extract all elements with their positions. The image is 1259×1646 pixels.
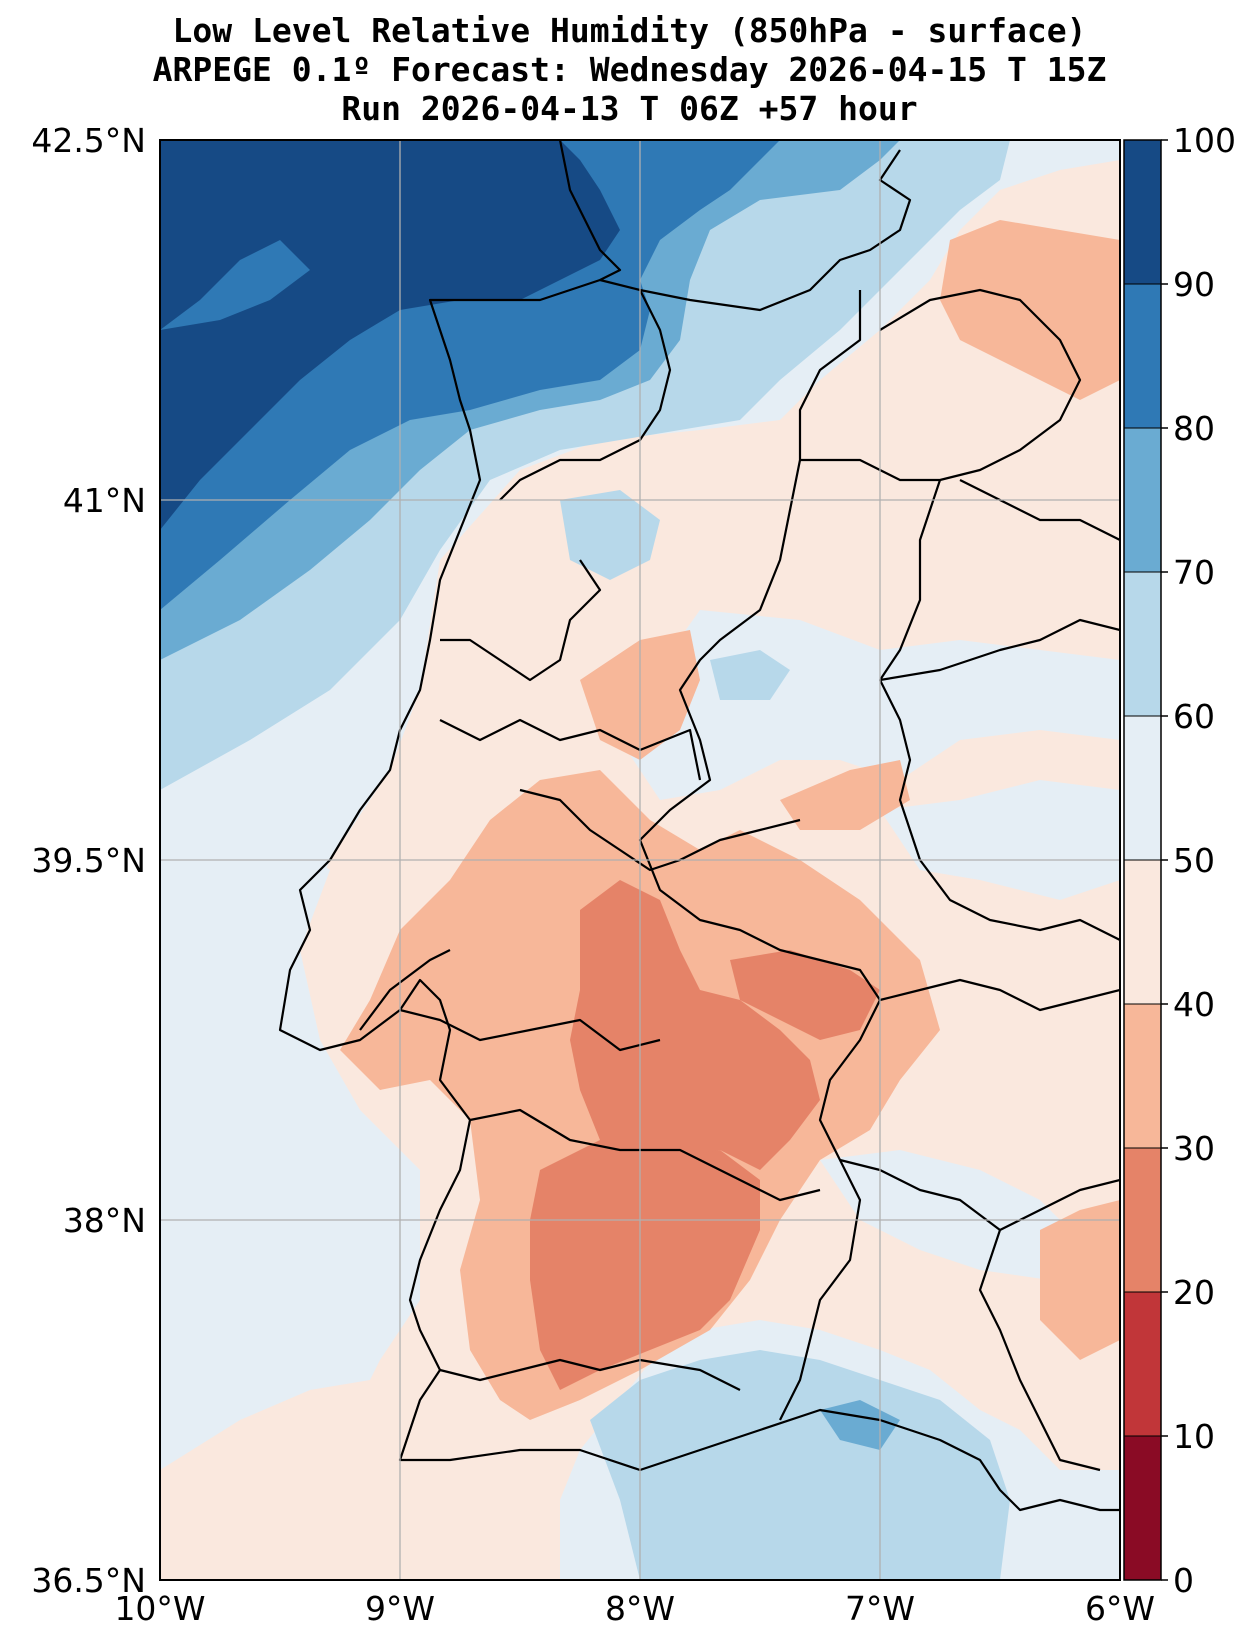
colorbar-tick-label: 90 [1173,265,1215,304]
humidity-region-90-100-band [160,240,310,330]
humidity-region-50-60-sea-west [160,820,420,1430]
chart-title-line-1: Low Level Relative Humidity (850hPa - su… [172,11,1087,50]
region-border-10 [879,479,1120,681]
region-border-7 [439,1358,741,1391]
colorbar-segment [1124,1436,1161,1580]
humidity-region-60-70-interior [560,490,660,580]
colorbar-segment [1124,140,1161,284]
longitude-tick-label: 10°W [114,1589,205,1628]
chart-title-line-3: Run 2026-04-13 T 06Z +57 hour [341,89,918,128]
region-border-5 [399,1008,661,1052]
region-border-6 [469,1108,821,1202]
colorbar-segment [1124,1148,1161,1292]
colorbar-tick-label: 100 [1173,121,1236,160]
chart-title-line-2: ARPEGE 0.1º Forecast: Wednesday 2026-04-… [152,50,1107,89]
humidity-region-20-30-north [570,880,820,1190]
latitude-tick-label: 38°N [63,1201,146,1240]
humidity-region-30-40-patch-b [780,760,910,830]
region-border-14 [839,1158,1001,1231]
colorbar-tick-label: 80 [1173,409,1215,448]
humidity-region-50-60-east [880,780,1120,900]
map-frame [159,139,1121,1581]
region-border-2 [440,559,602,682]
river-estuary [359,949,451,1031]
latitude-tick-label: 42.5°N [31,121,146,160]
colorbar-tick-label: 30 [1173,1129,1215,1168]
humidity-region-20-30-south [530,1140,760,1390]
map-axis-labels: 10°W 9°W 8°W 7°W 6°W 42.5°N 41°N 39.5°N 38°N 36.5… [31,121,1155,1628]
colorbar-segment [1124,860,1161,1004]
region-border-9 [800,288,1082,482]
colorbar-tick-label: 40 [1173,985,1215,1024]
region-border-12 [879,679,1120,941]
colorbar-segment [1124,284,1161,428]
colorbar-tick-label: 20 [1173,1273,1215,1312]
colorbar-tick-label: 50 [1173,841,1215,880]
latitude-tick-label: 36.5°N [31,1561,146,1600]
region-border-4 [519,788,801,872]
longitude-tick-label: 6°W [1085,1589,1155,1628]
humidity-region-50-60-south [820,1150,1080,1280]
region-border-11 [879,618,1120,682]
colorbar: 0 10 20 30 40 50 60 70 80 90 100 [1123,121,1236,1600]
humidity-region-30-40-southeast [1040,1200,1120,1360]
colorbar-tick-label: 10 [1173,1417,1215,1456]
colorbar-segment [1124,1292,1161,1436]
portugal-spain-border [599,149,912,1421]
region-border-3 [439,718,702,781]
latitude-tick-label: 41°N [63,481,146,520]
colorbar-tick-label: 60 [1173,697,1215,736]
longitude-tick-label: 8°W [605,1589,675,1628]
longitude-tick-label: 7°W [845,1589,915,1628]
humidity-region-60-70-patch [710,650,790,700]
longitude-tick-label: 9°W [365,1589,435,1628]
humidity-region-60-70-south-coast [590,1350,1010,1580]
colorbar-segment [1124,716,1161,860]
colorbar-tick-label: 70 [1173,553,1215,592]
humidity-region-20-30-east [730,950,880,1040]
colorbar-segment [1124,428,1161,572]
region-border-8 [879,978,1120,1012]
humidity-region-90-100 [160,140,620,530]
coastline [278,140,1120,1512]
colorbar-tick-label: 0 [1173,1561,1194,1600]
latitude-tick-label: 39.5°N [31,841,146,880]
colorbar-segment [1124,1004,1161,1148]
colorbar-segment [1124,572,1161,716]
